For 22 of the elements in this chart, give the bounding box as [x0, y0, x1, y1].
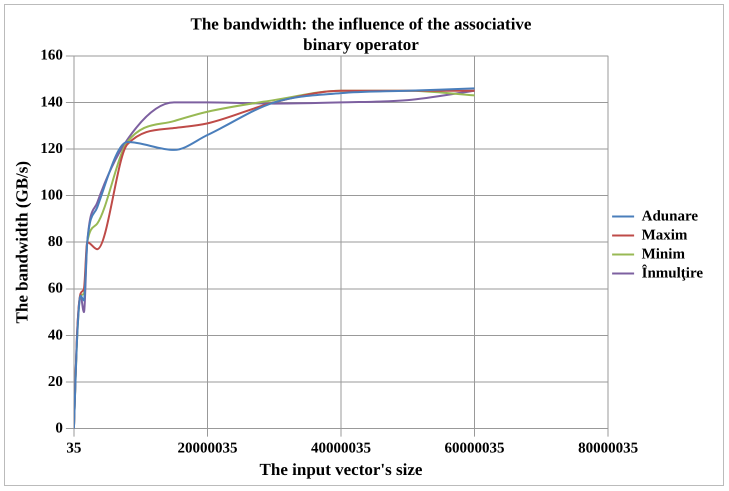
y-tick-label: 100 — [40, 187, 63, 204]
y-tick-label: 40 — [48, 327, 63, 344]
y-tick-label: 140 — [40, 94, 63, 110]
y-tick-label: 60 — [48, 280, 63, 297]
x-tick-label: 40000035 — [311, 440, 372, 456]
text: The bandwidth: the influence of the associative — [190, 14, 532, 34]
text: binary operator — [303, 34, 419, 54]
legend-label: Maxim — [642, 227, 688, 244]
y-tick-label: 20 — [48, 374, 63, 390]
x-tick-label: 80000035 — [578, 440, 638, 456]
legend-label: Minim — [642, 246, 686, 262]
x-tick-label: 20000035 — [177, 440, 238, 456]
x-tick-label: 60000035 — [444, 440, 505, 456]
y-tick-label: 120 — [40, 140, 63, 157]
y-tick-label: 160 — [40, 48, 63, 64]
x-axis-title: The input vector's size — [260, 460, 423, 480]
legend-label: Adunare — [642, 208, 698, 224]
y-tick-label: 0 — [55, 420, 63, 436]
y-tick-label: 80 — [48, 234, 63, 250]
legend-label: Înmulţire — [642, 263, 704, 282]
y-axis-title: The bandwidth (GB/s) — [12, 160, 32, 324]
x-tick-label: 35 — [66, 440, 82, 456]
